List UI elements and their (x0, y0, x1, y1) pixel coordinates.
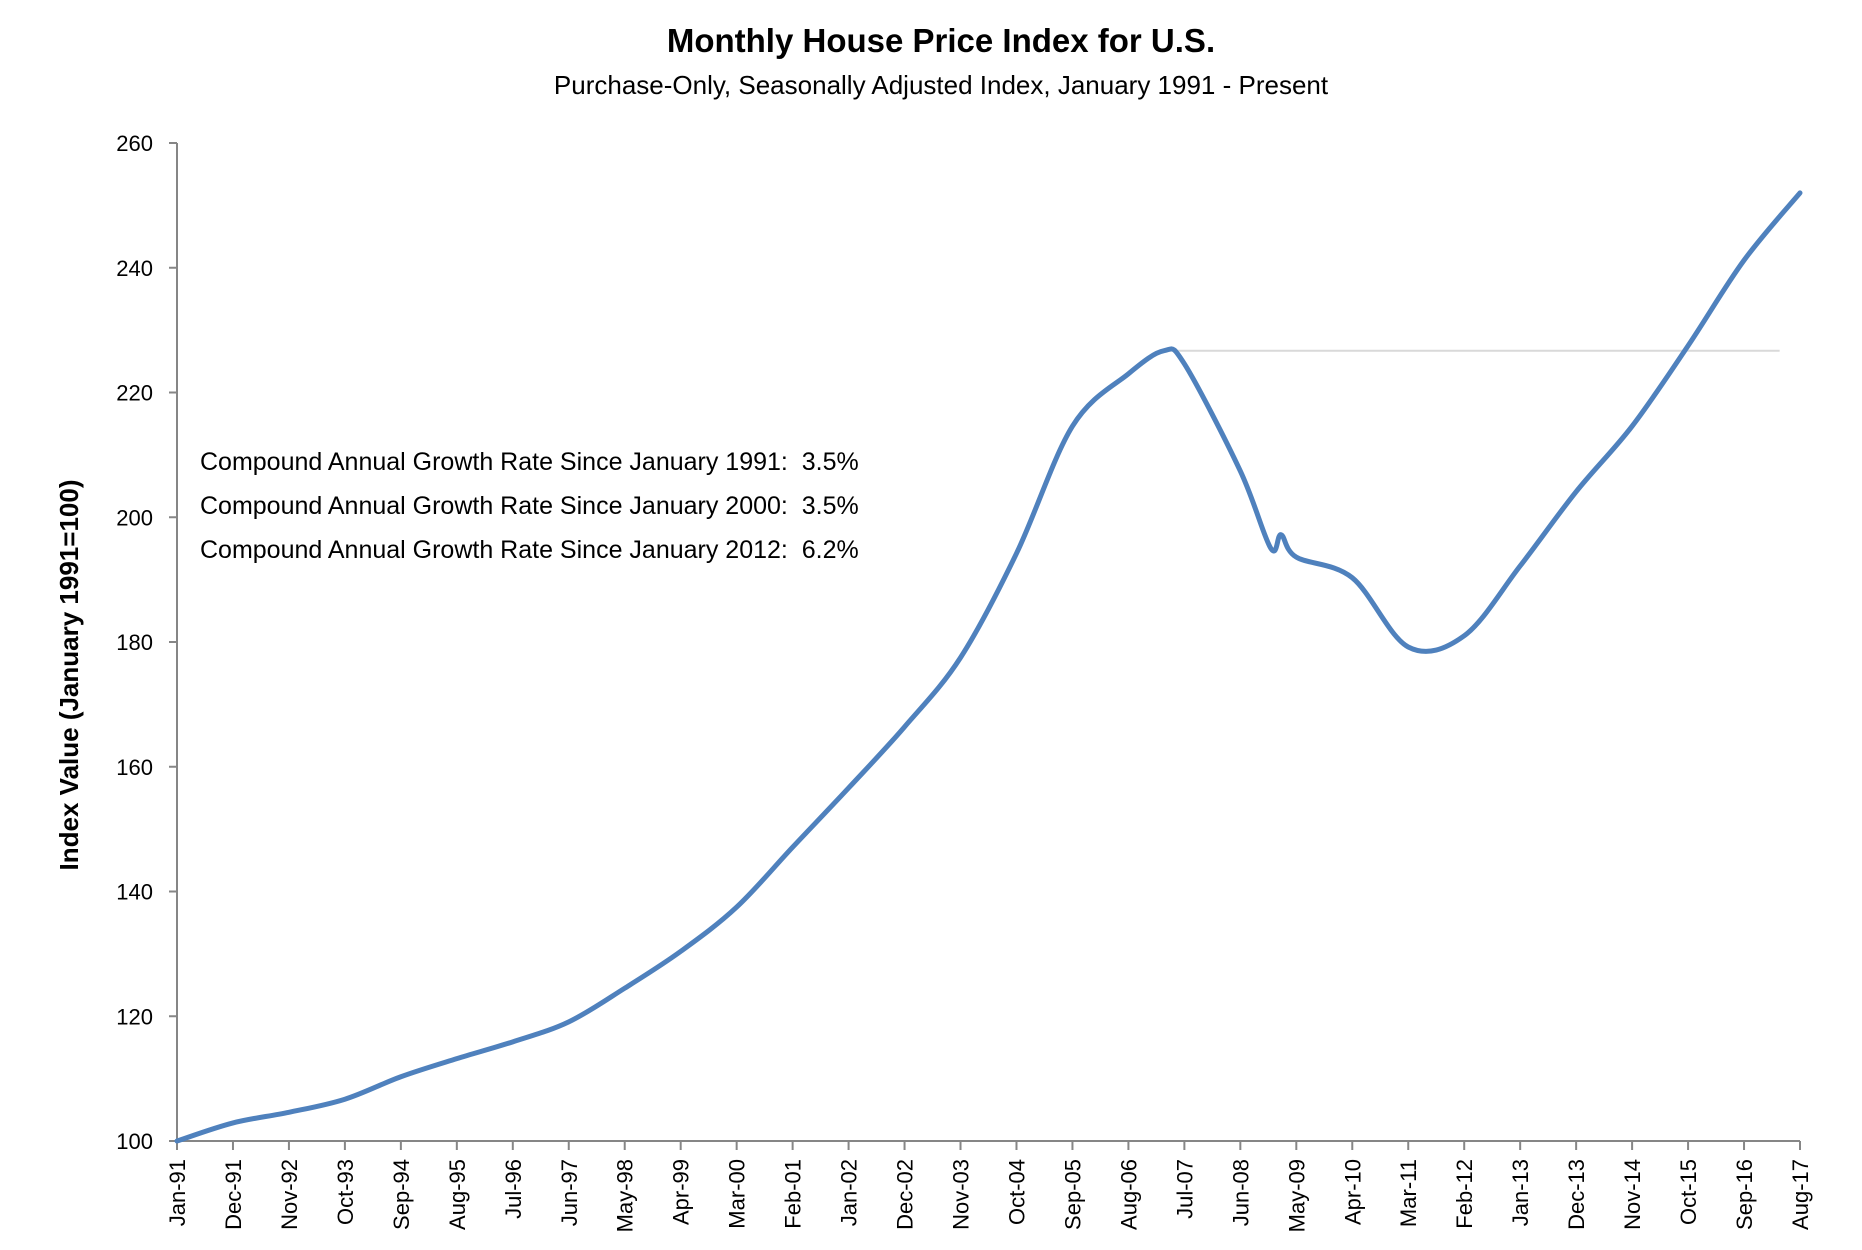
annotation-cagr-2012: Compound Annual Growth Rate Since Januar… (200, 536, 859, 564)
y-tick-label: 100 (116, 1129, 153, 1154)
x-tick-label: Aug-17 (1788, 1159, 1813, 1230)
x-tick-label: Sep-16 (1732, 1159, 1757, 1230)
x-tick-label: Mar-00 (725, 1159, 750, 1229)
x-tick-label: Jan-13 (1508, 1159, 1533, 1226)
x-tick-label: Nov-92 (277, 1159, 302, 1230)
x-tick-label: Jul-07 (1172, 1159, 1197, 1219)
x-tick-label: May-09 (1284, 1159, 1309, 1232)
x-tick-label: Sep-05 (1060, 1159, 1085, 1230)
x-tick-label: Jun-08 (1228, 1159, 1253, 1226)
x-tick-label: Feb-01 (781, 1159, 806, 1229)
y-tick-label: 180 (116, 630, 153, 655)
x-tick-label: Oct-04 (1004, 1159, 1029, 1225)
x-tick-label: Oct-15 (1676, 1159, 1701, 1225)
x-tick-label: Aug-06 (1116, 1159, 1141, 1230)
x-tick-label: Jan-91 (165, 1159, 190, 1226)
x-tick-label: Oct-93 (333, 1159, 358, 1225)
series-line-hpi (174, 190, 1803, 1144)
x-tick-label: Sep-94 (389, 1159, 414, 1230)
annotation-cagr-2000: Compound Annual Growth Rate Since Januar… (200, 492, 859, 520)
y-tick-label: 140 (116, 880, 153, 905)
y-tick-label: 240 (116, 256, 153, 281)
x-tick-label: May-98 (613, 1159, 638, 1232)
x-tick-label: Dec-02 (893, 1159, 918, 1230)
x-tick-label: Nov-03 (949, 1159, 974, 1230)
y-tick-label: 200 (116, 505, 153, 530)
chart-title: Monthly House Price Index for U.S. (667, 22, 1215, 59)
x-tick-label: Feb-12 (1452, 1159, 1477, 1229)
y-tick-label: 260 (116, 131, 153, 156)
y-axis-label: Index Value (January 1991=100) (54, 480, 84, 871)
x-tick-label: Aug-95 (445, 1159, 470, 1230)
chart-subtitle: Purchase-Only, Seasonally Adjusted Index… (554, 70, 1329, 100)
y-tick-label: 160 (116, 755, 153, 780)
x-tick-label: Jan-02 (837, 1159, 862, 1226)
x-tick-label: Dec-13 (1564, 1159, 1589, 1230)
x-tick-label: Jul-96 (501, 1159, 526, 1219)
x-tick-label: Dec-91 (221, 1159, 246, 1230)
x-tick-label: Apr-99 (669, 1159, 694, 1225)
x-tick-label: Mar-11 (1396, 1159, 1421, 1227)
x-tick-label: Nov-14 (1620, 1159, 1645, 1230)
y-tick-label: 120 (116, 1004, 153, 1029)
annotation-cagr-1991: Compound Annual Growth Rate Since Januar… (200, 448, 859, 476)
x-tick-label: Apr-10 (1340, 1159, 1365, 1225)
y-tick-label: 220 (116, 381, 153, 406)
x-tick-label: Jun-97 (557, 1159, 582, 1226)
